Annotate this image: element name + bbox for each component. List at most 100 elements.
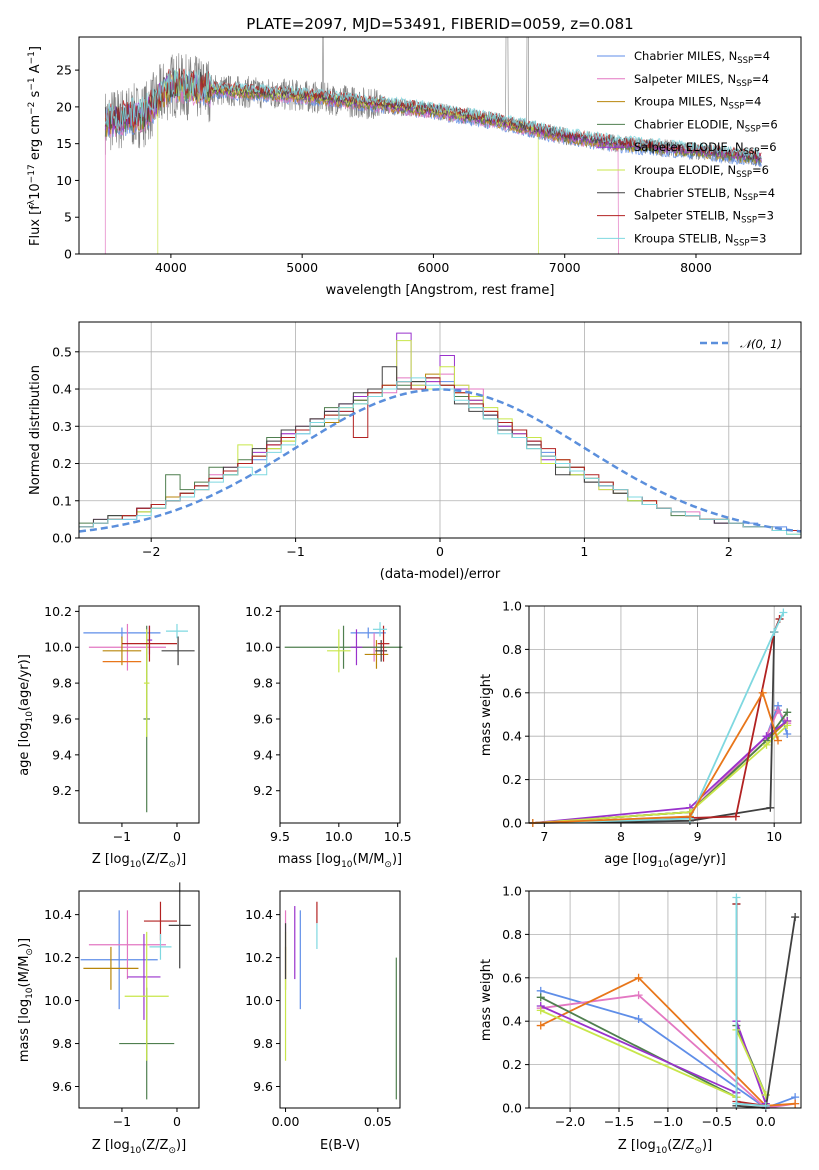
y-tick-label: 10.0 [245, 993, 273, 1008]
histogram-bars [79, 332, 801, 535]
x-axis-label: E(B-V) [320, 1138, 360, 1153]
y-tick-label: 0.2 [52, 456, 72, 471]
data-marker [774, 736, 783, 745]
y-tick-label: 9.2 [253, 783, 273, 798]
normal-curve [79, 388, 801, 533]
axes-frame [78, 890, 200, 1109]
y-tick-label: 10.0 [44, 993, 72, 1008]
x-tick-label: 0.00 [272, 1114, 300, 1129]
y-tick-label: 10.2 [245, 604, 273, 619]
series-kroupa-stelib [532, 612, 785, 824]
data-marker [732, 1099, 741, 1108]
y-tick-label: 0.6 [502, 685, 522, 700]
axes-frame [78, 605, 200, 824]
series-kroupa-stelib [735, 897, 766, 1107]
y-tick-label: 10 [56, 173, 72, 188]
legend-entry: Chabrier STELIB, NSSP=4 [634, 186, 775, 203]
legend-entry: Salpeter MILES, NSSP=4 [634, 72, 769, 89]
y-tick-label: 10.2 [44, 950, 72, 965]
y-tick-label: 9.8 [253, 676, 273, 691]
y-tick-label: 5 [64, 210, 72, 225]
y-tick-label: 0.4 [502, 1014, 522, 1029]
y-tick-label: 10.0 [245, 640, 273, 655]
x-tick-label: −1 [286, 544, 304, 559]
x-tick-label: −1 [113, 1114, 131, 1129]
z-age-panel: −1 0 9.2 9.4 9.6 9.8 10.0 10.2 Z [log10(Z/Z⊙)] ag… [17, 604, 200, 870]
series-orange [540, 976, 796, 1107]
x-tick-label: 10.0 [325, 829, 353, 844]
y-tick-label: 0.8 [502, 927, 522, 942]
axes-frame [78, 36, 802, 255]
y-tick-label: 0.8 [502, 642, 522, 657]
y-tick-label: 0.5 [52, 344, 72, 359]
legend-entry: Kroupa STELIB, NSSP=3 [634, 231, 766, 248]
residual-histogram-panel: −2 −1 0 1 2 0.0 0.1 0.2 0.3 0.4 0.5 𝒩(0, 1) (data-mo… [28, 321, 802, 582]
mass-age-panel: 9.5 10.0 10.5 9.2 9.4 9.6 9.8 10.0 10.2 mass [log… [245, 604, 411, 870]
x-tick-label: 0.05 [364, 1114, 392, 1129]
x-tick-label: 9.5 [270, 829, 290, 844]
y-tick-label: 1.0 [502, 599, 522, 614]
data-marker [791, 913, 800, 922]
x-tick-label: 9 [694, 829, 702, 844]
x-tick-label: 2 [725, 544, 733, 559]
series-salpeter-elodie [532, 720, 788, 824]
x-axis-label: Z [log10(Z/Z⊙)] [92, 852, 186, 870]
x-tick-label: 6000 [418, 260, 450, 275]
figure-title: PLATE=2097, MJD=53491, FIBERID=0059, z=0… [246, 15, 633, 33]
data-marker [762, 732, 771, 741]
y-tick-label: 9.8 [52, 676, 72, 691]
y-axis-label: mass weight [479, 959, 494, 1041]
y-tick-label: 0.2 [502, 1057, 522, 1072]
x-tick-label: −2.0 [555, 1114, 585, 1129]
x-tick-label: −1 [113, 829, 131, 844]
data-marker [783, 708, 792, 717]
y-tick-label: 0.2 [502, 772, 522, 787]
x-tick-label: 7000 [549, 260, 581, 275]
legend-entry: 𝒩(0, 1) [740, 337, 782, 351]
y-tick-label: 0.1 [52, 493, 72, 508]
x-tick-label: −0.5 [702, 1114, 732, 1129]
data-marker [536, 993, 545, 1002]
series-chabrier-miles [532, 703, 789, 824]
data-marker [770, 628, 779, 637]
x-tick-label: 0 [173, 1114, 181, 1129]
y-tick-label: 9.2 [52, 783, 72, 798]
legend-entry: Chabrier MILES, NSSP=4 [634, 49, 770, 66]
x-axis-label: (data-model)/error [380, 567, 501, 582]
axes-frame [279, 890, 401, 1109]
data-marker [774, 706, 783, 715]
ebv-mass-panel: 0.00 0.05 9.6 9.8 10.0 10.2 10.4 E(B-V) [245, 890, 401, 1153]
x-tick-label: −2 [142, 544, 160, 559]
legend-entry: Salpeter STELIB, NSSP=3 [634, 209, 774, 226]
y-axis-label: Flux [fλ10−17 erg cm−2 s−1 A−1] [27, 46, 43, 246]
y-tick-label: 9.8 [253, 1036, 273, 1051]
y-tick-label: 0.4 [502, 729, 522, 744]
y-axis-label: mass weight [479, 674, 494, 756]
series-chabrier-elodie [540, 996, 767, 1099]
y-tick-label: 9.6 [52, 711, 72, 726]
series-chabrier-miles [540, 989, 796, 1110]
x-tick-label: 0.0 [756, 1114, 776, 1129]
data-marker [731, 812, 740, 821]
x-axis-label: mass [log10(M/M⊙)] [278, 852, 402, 870]
x-tick-label: −1.5 [604, 1114, 634, 1129]
legend-entry: Kroupa ELODIE, NSSP=6 [634, 163, 769, 180]
x-tick-label: 1 [580, 544, 588, 559]
x-tick-label: 0 [173, 829, 181, 844]
spectrum-panel: 4000 5000 6000 7000 8000 0 5 10 15 20 25 wavelength… [27, 36, 802, 298]
data-marker [536, 1006, 545, 1015]
series-salpeter-miles [532, 708, 788, 824]
y-tick-label: 10.0 [44, 640, 72, 655]
legend-entry: Chabrier ELODIE, NSSP=6 [634, 117, 778, 134]
y-tick-label: 25 [56, 63, 72, 78]
y-tick-label: 10.2 [44, 604, 72, 619]
data-marker [732, 893, 741, 902]
x-tick-label: 10 [766, 829, 782, 844]
data-marker [536, 1021, 545, 1030]
x-axis-label: Z [log10(Z/Z⊙)] [618, 1138, 712, 1156]
data-marker [634, 973, 643, 982]
y-tick-label: 9.6 [253, 711, 273, 726]
y-tick-label: 0 [64, 247, 72, 262]
x-tick-label: 0 [436, 544, 444, 559]
